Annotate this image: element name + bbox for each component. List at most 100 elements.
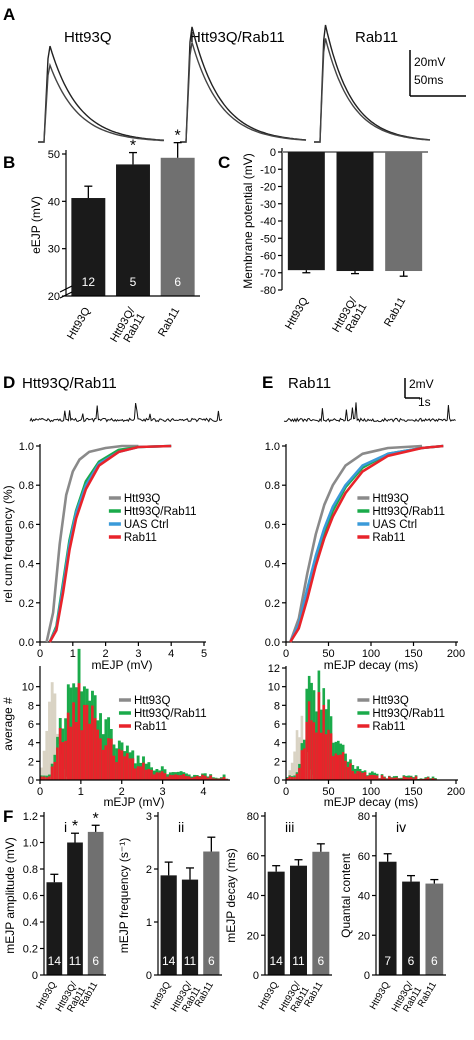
panel-fiii-ylabel: mEJP decay (ms) bbox=[224, 848, 238, 942]
panel-d-hist-xtick-label-0: 0 bbox=[37, 786, 43, 798]
panel-d-hist-bar-rab11-22 bbox=[99, 738, 102, 780]
panel-d-cdf-legend-label-3: Rab11 bbox=[124, 532, 157, 544]
panel-d-hist-bar-rab11-8 bbox=[61, 742, 65, 780]
panel-e-cdf-xtick-label-3: 150 bbox=[404, 648, 422, 660]
panel-d-cdf-legend-label-1: Htt93Q/Rab11 bbox=[124, 506, 197, 518]
panel-e-hist-legend-label-1: Htt93Q/Rab11 bbox=[372, 708, 445, 720]
panel-d-hist-ylabel: average # bbox=[1, 697, 15, 751]
panel-e-hist-xtick-label-2: 100 bbox=[362, 786, 380, 798]
panel-fiv-ytick-label-4: 80 bbox=[358, 811, 370, 823]
panel-e-hist-bar-rab11-10 bbox=[310, 720, 313, 780]
panel-e-hist-bar-rab11-46 bbox=[397, 778, 401, 780]
panel-fi-bar-1 bbox=[67, 842, 83, 975]
panel-d-hist-bar-rab11-63 bbox=[209, 775, 213, 780]
panel-d-hist-bar-rab11-12 bbox=[72, 702, 76, 780]
panel-d-cdf-ytick-label-5: 1.0 bbox=[19, 441, 34, 453]
panel-e-hist-bar-rab11-53 bbox=[414, 776, 418, 780]
panel-b-n-label-2: 6 bbox=[174, 275, 181, 289]
panel-e-hist-bar-rab11-15 bbox=[322, 704, 326, 780]
panel-e-hist-bar-rab11-48 bbox=[402, 776, 406, 780]
panel-e-hist-bar-htt93q-2 bbox=[290, 762, 294, 780]
panel-fi-sig-2: * bbox=[93, 810, 99, 827]
panel-d-hist-bar-rab11-46 bbox=[163, 773, 167, 780]
panel-fi-n-label-1: 11 bbox=[69, 954, 82, 968]
panel-fiv-n-label-1: 6 bbox=[408, 954, 415, 968]
panel-d-hist-bar-rab11-3 bbox=[48, 776, 51, 780]
panel-e-hist-bar-rab11-16 bbox=[324, 734, 328, 780]
panel-fiv-n-label-0: 7 bbox=[384, 954, 391, 968]
panel-d-cdf-ytick-label-2: 0.4 bbox=[19, 559, 34, 571]
panel-e-hist-xlabel: mEJP decay (ms) bbox=[324, 795, 418, 809]
panel-d-hist-bar-rab11-25 bbox=[107, 738, 111, 780]
panel-fiv-bar-0 bbox=[378, 861, 397, 975]
panel-e-hist-bar-rab11-6 bbox=[300, 750, 304, 780]
panel-e-hist-bar-rab11-51 bbox=[409, 776, 413, 780]
panel-b-category-0: Htt93Q bbox=[65, 305, 93, 342]
panel-d-cdf-legend-label-2: UAS Ctrl bbox=[124, 519, 169, 531]
panel-e-hist-bar-rab11-20 bbox=[334, 753, 338, 780]
panel-d-hist-bar-htt93q-4 bbox=[50, 682, 54, 780]
panel-fi-ytick-label-5: 1.0 bbox=[23, 838, 38, 850]
panel-b-ylabel: eEJP (mV) bbox=[29, 196, 43, 254]
panel-fii-ytick-label-3: 3 bbox=[146, 811, 152, 823]
panel-d-hist-bar-rab11-58 bbox=[195, 775, 199, 780]
panel-e-cdf-xtick-label-2: 100 bbox=[362, 648, 380, 660]
panel-d-hist-bar-htt93q-0 bbox=[40, 767, 43, 780]
panel-d-hist-bar-rab11-16 bbox=[82, 704, 86, 780]
ejp-trace-htt93q-1 bbox=[38, 45, 165, 143]
panel-e-hist-bar-rab11-24 bbox=[344, 760, 347, 780]
ejp-trace-htt93q-2 bbox=[38, 62, 165, 143]
panel-d-hist-bar-rab11-43 bbox=[155, 772, 159, 780]
panel-fiii-roman-label: iii bbox=[285, 819, 294, 835]
panel-fii-n-label-0: 14 bbox=[162, 954, 176, 968]
panel-d-hist-bar-rab11-64 bbox=[211, 778, 215, 780]
panel-fiv-category-0: Htt93Q bbox=[368, 980, 393, 1012]
panel-fi-n-label-0: 14 bbox=[48, 954, 62, 968]
panel-fii-ylabel: mEJP frequency (s⁻¹) bbox=[117, 838, 131, 953]
panel-fi-ytick-label-1: 0.2 bbox=[23, 944, 38, 956]
panel-e-cdf-xtick-label-1: 50 bbox=[322, 648, 334, 660]
panel-b-axis-break-2 bbox=[59, 291, 73, 299]
panel-e-hist-bar-rab11-8 bbox=[305, 721, 309, 780]
panel-d-hist-bar-rab11-9 bbox=[64, 740, 68, 780]
trace-title-rab11: Rab11 bbox=[355, 29, 398, 46]
panel-c-category-0: Htt93Q bbox=[283, 295, 311, 332]
panel-e-hist-bar-rab11-37 bbox=[375, 775, 379, 780]
panel-d-hist-bar-rab11-5 bbox=[53, 761, 57, 780]
panel-e-hist-legend-label-2: Rab11 bbox=[372, 721, 405, 733]
panel-c-category-2-line-0: Rab11 bbox=[382, 296, 408, 329]
panel-fiv-bar-1 bbox=[402, 881, 420, 975]
panel-d-hist-bar-rab11-61 bbox=[203, 775, 207, 780]
panel-e-hist-bar-rab11-40 bbox=[383, 777, 386, 780]
panel-d-hist-bar-rab11-51 bbox=[176, 775, 180, 780]
panel-e-cdf-legend-label-0: Htt93Q bbox=[372, 493, 408, 505]
panel-d-cdf-ytick-label-1: 0.2 bbox=[19, 598, 34, 610]
panel-c-bar-0 bbox=[287, 152, 325, 271]
panel-fiii-ytick-label-4: 80 bbox=[247, 811, 259, 823]
panel-e-hist-bar-rab11-50 bbox=[407, 777, 411, 780]
panel-d-hist-bar-rab11-18 bbox=[88, 723, 92, 780]
panel-e-hist-bar-rab11-27 bbox=[351, 770, 355, 780]
panel-fiii-ytick-label-1: 20 bbox=[247, 930, 259, 942]
panel-d-hist-bar-rab11-55 bbox=[187, 776, 191, 780]
panel-b-sig-2: * bbox=[175, 128, 181, 145]
panel-d-hist-bar-htt93q-2 bbox=[45, 730, 49, 780]
panel-fiii-bar-2 bbox=[312, 851, 330, 975]
panel-b-n-label-0: 12 bbox=[82, 275, 96, 289]
panel-d-hist-bar-rab11-40 bbox=[147, 768, 151, 780]
panel-d-hist-ytick-label-4: 8 bbox=[28, 700, 34, 712]
panel-d-hist-bar-rab11-33 bbox=[128, 758, 132, 780]
panel-d-hist-bar-rab11-26 bbox=[109, 738, 113, 780]
spontaneous-trace-htt93q-rab11 bbox=[29, 403, 223, 423]
panel-e-cdf-legend-label-1: Htt93Q/Rab11 bbox=[372, 506, 445, 518]
panel-e-cdf-xtick-label-0: 0 bbox=[283, 648, 289, 660]
panel-d-hist-bar-rab11-29 bbox=[117, 749, 121, 780]
panel-e-hist-bar-rab11-32 bbox=[363, 772, 367, 780]
panel-fiii-n-label-1: 11 bbox=[292, 954, 305, 968]
panel-b-category-2-line-0: Rab11 bbox=[156, 306, 182, 339]
ejp-trace-rab11-2 bbox=[314, 38, 431, 143]
panel-b-ytick-label-2: 40 bbox=[48, 196, 60, 208]
panel-d-hist-bar-rab11-24 bbox=[104, 745, 108, 780]
panel-fi-ytick-label-3: 0.6 bbox=[23, 891, 38, 903]
panel-label-d: D bbox=[3, 373, 15, 392]
